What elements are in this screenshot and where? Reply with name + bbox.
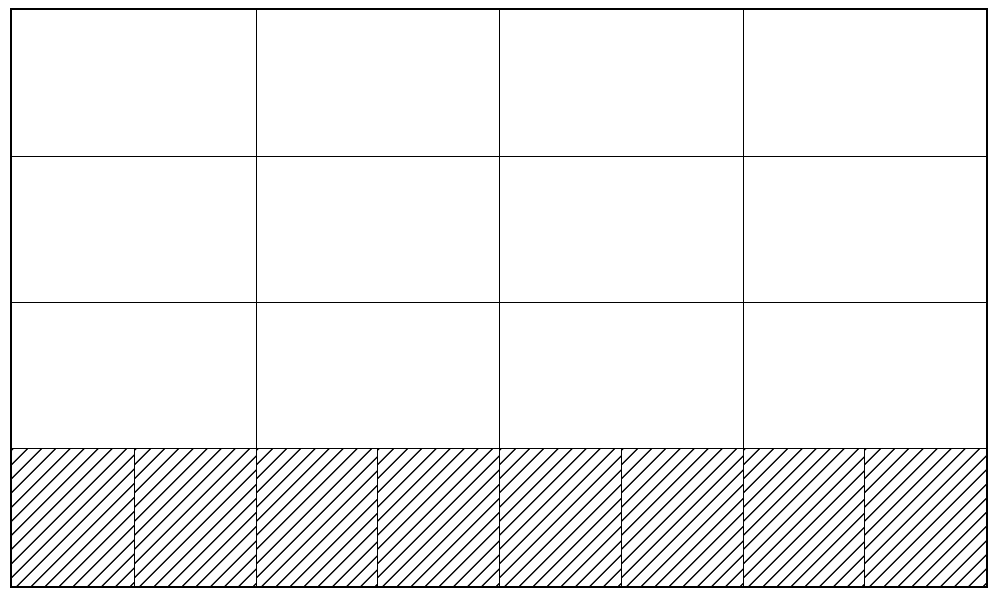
upper-grid	[12, 10, 986, 448]
upper-grid-cell	[743, 157, 987, 302]
upper-grid-cell	[12, 10, 256, 156]
lower-strip-cell	[256, 449, 378, 586]
lower-strip-cell	[134, 449, 256, 586]
lower-hatched-strip	[12, 448, 986, 586]
lower-strip-cell	[12, 449, 134, 586]
lower-strip-cell	[499, 449, 621, 586]
upper-grid-cell	[499, 157, 743, 302]
canvas	[0, 0, 1000, 600]
upper-grid-cell	[743, 10, 987, 156]
diagonal-hatch-fill	[135, 449, 256, 586]
upper-grid-row	[12, 156, 986, 302]
diagonal-hatch-fill	[744, 449, 865, 586]
diagonal-hatch-fill	[622, 449, 743, 586]
diagonal-hatch-fill	[378, 449, 499, 586]
upper-grid-cell	[12, 157, 256, 302]
diagonal-hatch-fill	[12, 449, 134, 586]
upper-grid-cell	[256, 303, 500, 448]
lower-strip-cell	[864, 449, 986, 586]
diagonal-hatch-fill	[257, 449, 378, 586]
upper-grid-row	[12, 10, 986, 156]
upper-grid-cell	[12, 303, 256, 448]
upper-grid-cell	[743, 303, 987, 448]
lower-strip-cell	[743, 449, 865, 586]
upper-grid-cell	[256, 157, 500, 302]
diagonal-hatch-fill	[500, 449, 621, 586]
diagonal-hatch-fill	[865, 449, 986, 586]
grid-schematic	[10, 8, 988, 588]
upper-grid-cell	[499, 303, 743, 448]
upper-grid-cell	[256, 10, 500, 156]
lower-strip-cell	[621, 449, 743, 586]
upper-grid-cell	[499, 10, 743, 156]
upper-grid-row	[12, 302, 986, 448]
lower-strip-cell	[377, 449, 499, 586]
